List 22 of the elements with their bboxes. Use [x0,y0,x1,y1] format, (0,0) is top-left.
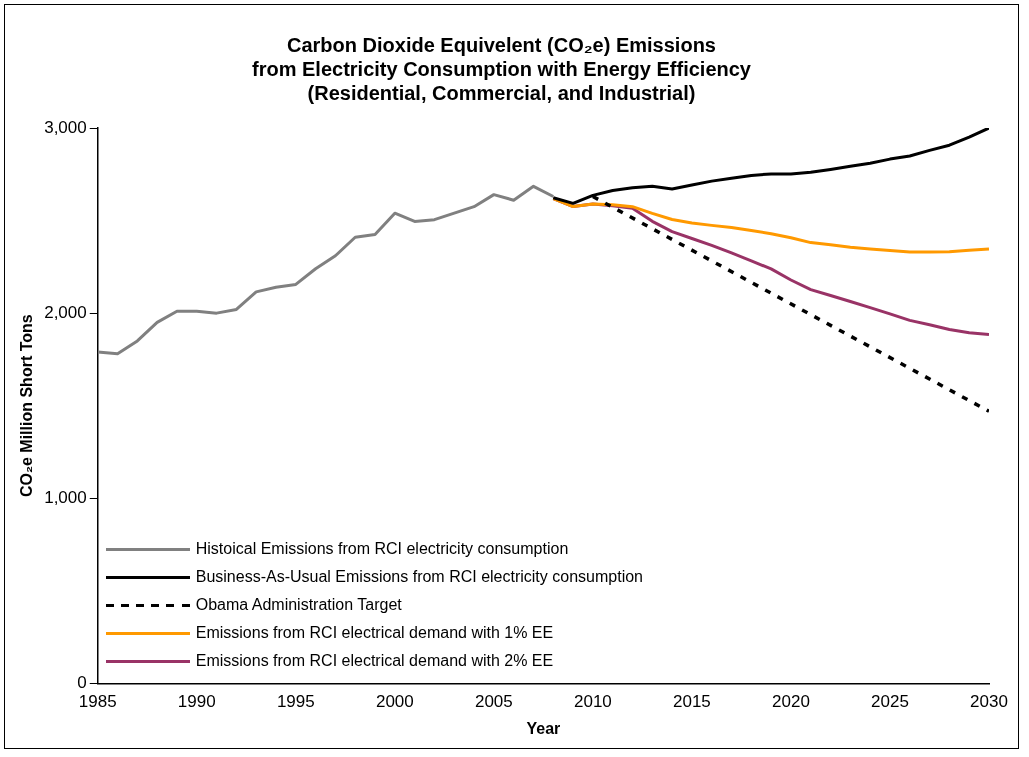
x-tick-label: 2005 [474,692,513,712]
y-tick-label: 0 [77,673,87,693]
legend-label: Obama Administration Target [195,595,402,616]
x-tick-label: 2025 [871,692,909,712]
y-tick-label: 3,000 [44,117,87,137]
x-tick-label: 1985 [78,692,117,712]
legend-label: Business-As-Usual Emissions from RCI electricity consumption [195,567,643,588]
x-tick-label: 2000 [375,692,414,712]
y-axis-title: CO₂e Million Short Tons [18,314,36,498]
y-tick-label: 1,000 [44,487,87,507]
x-tick-label: 1990 [177,692,216,712]
chart-title: Carbon Dioxide Equivelent (CO₂e) Emissions from Electricity Consumption with Energy Efficiency (Residential, Commercial, and Industrial) [252,33,752,104]
legend-label: Histoical Emissions from RCI electricity consumption [195,539,569,560]
legend-label: Emissions from RCI electrical demand with 2% EE [195,651,554,672]
legend-label: Emissions from RCI electrical demand with 1% EE [195,623,554,644]
x-tick-label: 2015 [673,692,711,712]
y-tick-label: 2,000 [44,302,87,322]
x-axis-title: Year [526,719,561,737]
x-tick-label: 2020 [772,692,810,712]
x-tick-label: 2010 [573,692,612,712]
x-tick-label: 1995 [276,692,315,712]
x-tick-label: 2030 [970,692,1008,712]
